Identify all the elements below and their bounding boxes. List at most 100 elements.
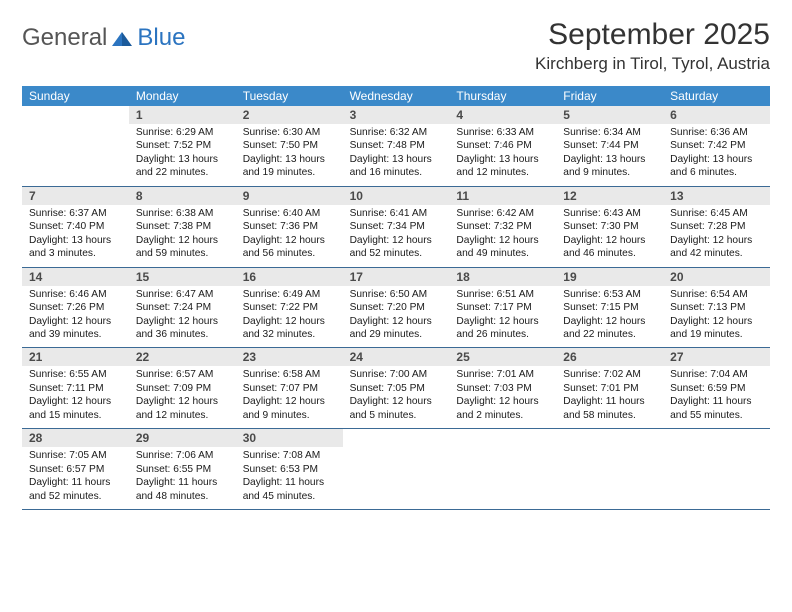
day-info: Sunrise: 6:37 AMSunset: 7:40 PMDaylight:…: [22, 205, 129, 261]
day-cell: 2Sunrise: 6:30 AMSunset: 7:50 PMDaylight…: [236, 106, 343, 186]
day-daylight2: and 19 minutes.: [243, 166, 336, 179]
day-info: Sunrise: 6:30 AMSunset: 7:50 PMDaylight:…: [236, 124, 343, 180]
day-cell: 3Sunrise: 6:32 AMSunset: 7:48 PMDaylight…: [343, 106, 450, 186]
day-number: 12: [556, 187, 663, 205]
day-daylight2: and 2 minutes.: [456, 409, 549, 422]
day-info: Sunrise: 6:50 AMSunset: 7:20 PMDaylight:…: [343, 286, 450, 342]
day-sunset: Sunset: 7:07 PM: [243, 382, 336, 395]
day-daylight1: Daylight: 12 hours: [29, 395, 122, 408]
day-daylight1: Daylight: 12 hours: [456, 234, 549, 247]
empty-day-cell: [663, 429, 770, 509]
day-info: Sunrise: 6:40 AMSunset: 7:36 PMDaylight:…: [236, 205, 343, 261]
day-daylight2: and 56 minutes.: [243, 247, 336, 260]
day-sunset: Sunset: 7:22 PM: [243, 301, 336, 314]
calendar: Sunday Monday Tuesday Wednesday Thursday…: [22, 86, 770, 510]
day-cell: 4Sunrise: 6:33 AMSunset: 7:46 PMDaylight…: [449, 106, 556, 186]
day-info: Sunrise: 6:38 AMSunset: 7:38 PMDaylight:…: [129, 205, 236, 261]
day-sunrise: Sunrise: 6:36 AM: [670, 126, 763, 139]
day-info: Sunrise: 7:08 AMSunset: 6:53 PMDaylight:…: [236, 447, 343, 503]
day-sunrise: Sunrise: 7:01 AM: [456, 368, 549, 381]
day-number: 23: [236, 348, 343, 366]
week-row: 14 Sunrise: 6:46 AMSunset: 7:26 PM Dayligh…: [22, 268, 770, 349]
day-daylight2: and 16 minutes.: [350, 166, 443, 179]
day-cell: 9Sunrise: 6:40 AMSunset: 7:36 PMDaylight…: [236, 187, 343, 267]
day-info: Sunrise: 7:00 AMSunset: 7:05 PMDaylight:…: [343, 366, 450, 422]
day-sunrise: Sunrise: 6:41 AM: [350, 207, 443, 220]
day-number: 7: [22, 187, 129, 205]
day-header-cell: Saturday: [663, 86, 770, 106]
day-number: 20: [663, 268, 770, 286]
day-number: 21: [22, 348, 129, 366]
day-daylight2: and 39 minutes.: [29, 328, 122, 341]
day-number: 2: [236, 106, 343, 124]
day-sunrise: Sunrise: 6:46 AM: [29, 288, 122, 301]
day-sunset: Sunset: 7:32 PM: [456, 220, 549, 233]
day-sunrise: Sunrise: 7:08 AM: [243, 449, 336, 462]
logo-text-blue: Blue: [137, 24, 185, 52]
day-daylight1: Daylight: 13 hours: [29, 234, 122, 247]
day-sunset: Sunset: 7:50 PM: [243, 139, 336, 152]
day-daylight1: Daylight: 12 hours: [563, 315, 656, 328]
day-number: 3: [343, 106, 450, 124]
day-info: Sunrise: 6:55 AMSunset: 7:11 PMDaylight:…: [22, 366, 129, 422]
day-daylight2: and 15 minutes.: [29, 409, 122, 422]
day-info: Sunrise: 7:04 AMSunset: 6:59 PMDaylight:…: [663, 366, 770, 422]
day-daylight2: and 5 minutes.: [350, 409, 443, 422]
day-info: Sunrise: 6:42 AMSunset: 7:32 PMDaylight:…: [449, 205, 556, 261]
day-cell: 26Sunrise: 7:02 AMSunset: 7:01 PMDayligh…: [556, 348, 663, 428]
day-cell: 21Sunrise: 6:55 AMSunset: 7:11 PMDayligh…: [22, 348, 129, 428]
logo: General Blue: [22, 24, 185, 52]
day-number: 11: [449, 187, 556, 205]
day-sunrise: Sunrise: 6:29 AM: [136, 126, 229, 139]
day-info: Sunrise: 6:57 AMSunset: 7:09 PMDaylight:…: [129, 366, 236, 422]
day-sunrise: Sunrise: 6:55 AM: [29, 368, 122, 381]
day-header-row: Sunday Monday Tuesday Wednesday Thursday…: [22, 86, 770, 106]
day-daylight1: Daylight: 12 hours: [243, 315, 336, 328]
day-sunrise: Sunrise: 6:58 AM: [243, 368, 336, 381]
day-cell: 24Sunrise: 7:00 AMSunset: 7:05 PMDayligh…: [343, 348, 450, 428]
day-daylight1: Daylight: 11 hours: [29, 476, 122, 489]
day-daylight2: and 3 minutes.: [29, 247, 122, 260]
day-cell: 22Sunrise: 6:57 AMSunset: 7:09 PMDayligh…: [129, 348, 236, 428]
day-daylight1: Daylight: 12 hours: [136, 234, 229, 247]
day-daylight1: Daylight: 12 hours: [670, 315, 763, 328]
day-cell: 1Sunrise: 6:29 AMSunset: 7:52 PMDaylight…: [129, 106, 236, 186]
day-sunrise: Sunrise: 7:06 AM: [136, 449, 229, 462]
day-info: Sunrise: 7:06 AMSunset: 6:55 PMDaylight:…: [129, 447, 236, 503]
day-number: 10: [343, 187, 450, 205]
day-sunset: Sunset: 7:26 PM: [29, 301, 122, 314]
day-number: 24: [343, 348, 450, 366]
day-sunset: Sunset: 6:57 PM: [29, 463, 122, 476]
day-daylight1: Daylight: 11 hours: [563, 395, 656, 408]
day-sunset: Sunset: 7:40 PM: [29, 220, 122, 233]
day-cell: 25Sunrise: 7:01 AMSunset: 7:03 PMDayligh…: [449, 348, 556, 428]
day-daylight1: Daylight: 11 hours: [243, 476, 336, 489]
day-number: 4: [449, 106, 556, 124]
day-cell: 20Sunrise: 6:54 AMSunset: 7:13 PMDayligh…: [663, 268, 770, 348]
day-daylight1: Daylight: 12 hours: [350, 395, 443, 408]
week-row: 7Sunrise: 6:37 AMSunset: 7:40 PMDaylight…: [22, 187, 770, 268]
day-number: 14: [22, 268, 129, 286]
day-sunrise: Sunrise: 6:34 AM: [563, 126, 656, 139]
day-sunset: Sunset: 7:09 PM: [136, 382, 229, 395]
day-sunset: Sunset: 7:34 PM: [350, 220, 443, 233]
day-daylight1: Daylight: 11 hours: [670, 395, 763, 408]
day-cell: 11Sunrise: 6:42 AMSunset: 7:32 PMDayligh…: [449, 187, 556, 267]
day-sunset: Sunset: 7:13 PM: [670, 301, 763, 314]
day-header-cell: Sunday: [22, 86, 129, 106]
day-info: Sunrise: 6:49 AMSunset: 7:22 PMDaylight:…: [236, 286, 343, 342]
day-daylight2: and 32 minutes.: [243, 328, 336, 341]
day-daylight2: and 6 minutes.: [670, 166, 763, 179]
header: General Blue September 2025 Kirchberg in…: [22, 18, 770, 74]
logo-mark-icon: [111, 29, 133, 47]
day-daylight1: Daylight: 12 hours: [563, 234, 656, 247]
week-row: 1Sunrise: 6:29 AMSunset: 7:52 PMDaylight…: [22, 106, 770, 187]
day-daylight1: Daylight: 13 hours: [350, 153, 443, 166]
day-info: Sunrise: 6:45 AMSunset: 7:28 PMDaylight:…: [663, 205, 770, 261]
day-sunset: Sunset: 7:20 PM: [350, 301, 443, 314]
day-number: 22: [129, 348, 236, 366]
day-sunrise: Sunrise: 6:57 AM: [136, 368, 229, 381]
day-info: Sunrise: 6:41 AMSunset: 7:34 PMDaylight:…: [343, 205, 450, 261]
day-daylight1: Daylight: 12 hours: [670, 234, 763, 247]
day-info: Sunrise: 6:33 AMSunset: 7:46 PMDaylight:…: [449, 124, 556, 180]
